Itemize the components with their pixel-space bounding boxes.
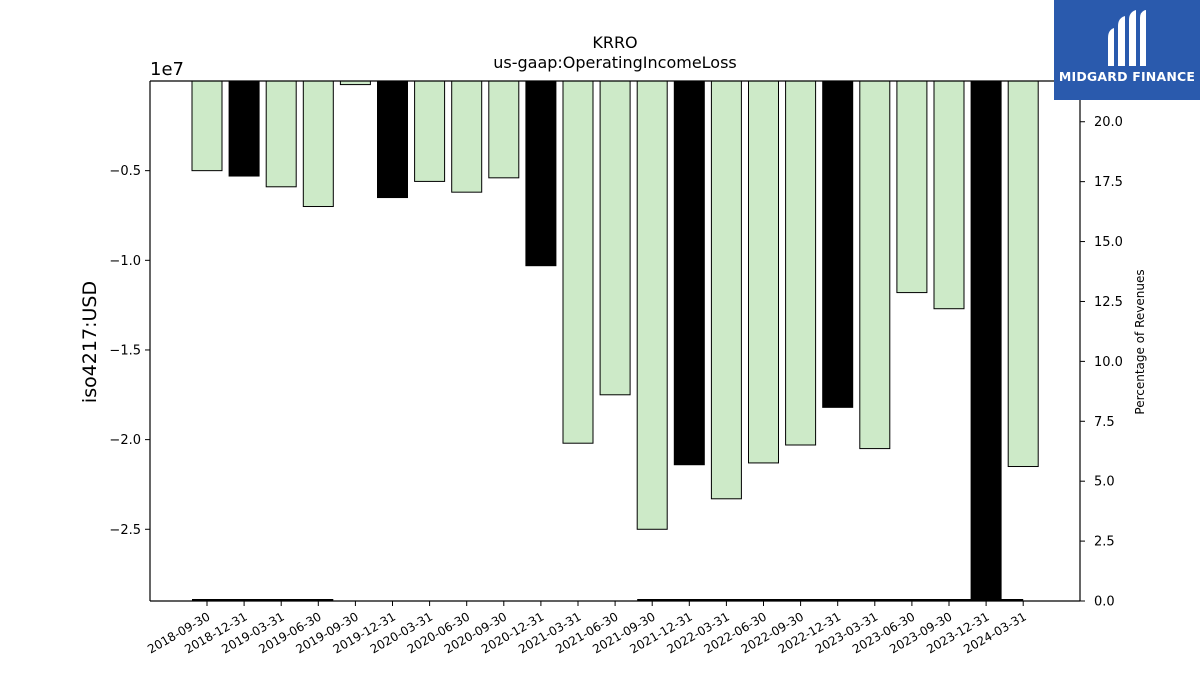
bar-2021-03-31 — [562, 80, 594, 444]
bar-2019-03-31 — [265, 80, 297, 188]
y-tick-label: −1.5 — [109, 343, 141, 358]
bar-2021-12-31 — [673, 80, 705, 466]
bar-2023-12-31 — [970, 80, 1002, 602]
y2-tick-label: 7.5 — [1094, 415, 1115, 430]
bar-2022-12-31 — [822, 80, 854, 408]
y-axis-label: iso4217:USD — [79, 281, 101, 403]
bar-2023-09-30 — [933, 80, 965, 310]
bar-2020-12-31 — [525, 80, 557, 267]
y2-tick-label: 2.5 — [1094, 535, 1115, 550]
logo-text: MIDGARD FINANCE — [1058, 69, 1196, 84]
bar-2021-09-30 — [636, 80, 668, 530]
y2-ticks-group: 0.0 2.5 5.0 7.5 10.0 12.5 15.0 17.5 20.0 — [1080, 115, 1123, 610]
y2-tick-label: 0.0 — [1094, 595, 1115, 610]
bar-2024-03-31 — [1007, 80, 1039, 468]
bar-2019-06-30 — [302, 80, 334, 208]
bar-2022-09-30 — [785, 80, 817, 446]
chart-title: KRRO — [592, 33, 637, 52]
x-ticks-group: 2018-09-302018-12-312019-03-312019-06-30… — [145, 601, 1029, 656]
y2-tick-label: 17.5 — [1094, 175, 1123, 190]
bar-2023-06-30 — [896, 80, 928, 294]
bar-2022-03-31 — [710, 80, 742, 500]
bar-2021-06-30 — [599, 80, 631, 396]
y2-tick-label: 15.0 — [1094, 235, 1123, 250]
midgard-finance-logo: MIDGARD FINANCE — [1054, 0, 1200, 100]
bar-2022-06-30 — [748, 80, 779, 464]
bar-2020-09-30 — [488, 80, 520, 179]
bar-2023-03-31 — [859, 80, 891, 450]
y2-tick-label: 5.0 — [1094, 475, 1115, 490]
y2-axis-label: Percentage of Revenues — [1133, 269, 1147, 414]
bar-2020-03-31 — [414, 80, 446, 182]
y-axis-offset-label: 1e7 — [150, 59, 184, 80]
bar-2018-12-31 — [228, 80, 260, 177]
chart-subtitle: us-gaap:OperatingIncomeLoss — [493, 53, 737, 72]
bar-2018-09-30 — [191, 80, 223, 172]
y-tick-label: −1.0 — [109, 254, 141, 269]
bar-2019-12-31 — [377, 80, 408, 199]
bars-group — [191, 80, 1039, 602]
bar-2020-06-30 — [451, 80, 483, 193]
y2-tick-label: 20.0 — [1094, 115, 1123, 130]
y2-tick-label: 10.0 — [1094, 355, 1123, 370]
y-tick-label: −2.0 — [109, 433, 141, 448]
midgard-logo-mark-icon — [1108, 10, 1146, 66]
y-tick-label: −2.5 — [109, 523, 141, 538]
y-ticks-group: −0.5 −1.0 −1.5 −2.0 −2.5 — [109, 164, 150, 538]
y2-tick-label: 12.5 — [1094, 295, 1123, 310]
y-tick-label: −0.5 — [109, 164, 141, 179]
